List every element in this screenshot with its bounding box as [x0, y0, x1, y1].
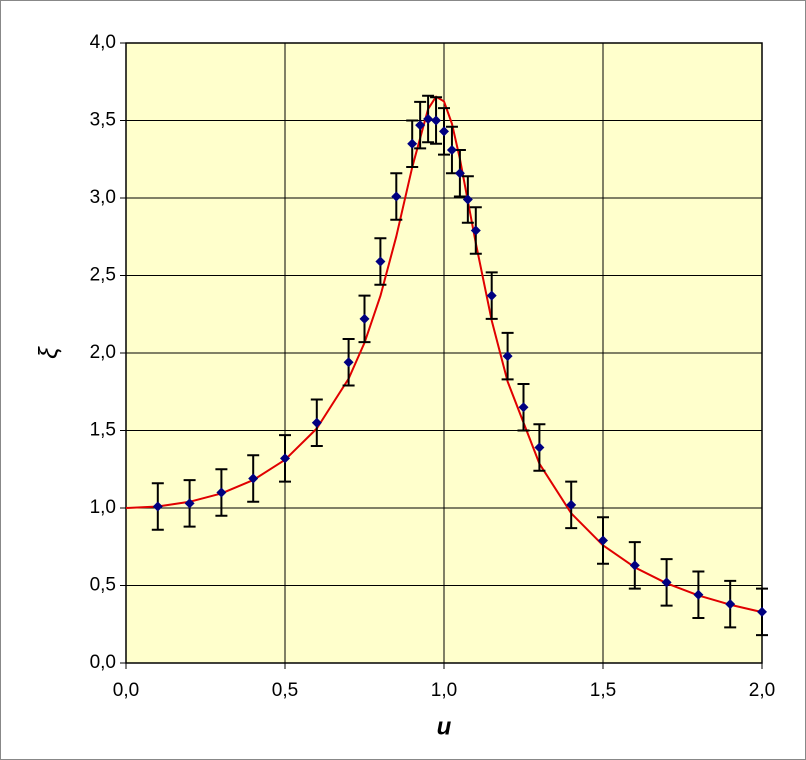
x-axis-label: u	[437, 713, 452, 740]
y-tick-label: 0,5	[90, 575, 116, 596]
data-point	[439, 126, 449, 137]
y-tick-label: 2,0	[90, 342, 116, 363]
data-point	[431, 115, 442, 126]
data-point	[454, 168, 465, 179]
data-point	[152, 501, 163, 512]
data-point	[598, 535, 608, 546]
y-tick-label: 3,0	[90, 187, 116, 208]
data-point	[725, 599, 736, 610]
data-point	[446, 144, 457, 155]
data-point	[462, 194, 473, 205]
y-tick-label: 3,5	[90, 110, 116, 131]
x-tick-label: 1,5	[590, 680, 616, 701]
x-tick-label: 2,0	[749, 680, 775, 701]
x-tick-label: 0,5	[272, 680, 298, 701]
x-tick-label: 1,0	[431, 680, 457, 701]
data-point	[184, 498, 195, 509]
data-point	[518, 402, 529, 413]
data-point	[216, 487, 227, 498]
y-tick-label: 4,0	[90, 32, 116, 53]
data-point	[343, 357, 354, 368]
data-point	[391, 191, 402, 202]
data-point	[311, 417, 322, 428]
data-point	[693, 589, 704, 600]
y-tick-label: 0,0	[90, 652, 116, 673]
data-point	[470, 225, 481, 236]
y-tick-label: 1,5	[90, 420, 116, 441]
data-point	[757, 606, 767, 617]
data-point	[534, 442, 545, 453]
data-point	[407, 138, 418, 149]
fit-curve	[125, 95, 763, 614]
data-point	[423, 113, 434, 124]
data-point	[629, 560, 640, 571]
y-tick-label: 2,5	[90, 265, 116, 286]
x-tick-label: 0,0	[113, 680, 139, 701]
data-point	[248, 473, 259, 484]
data-point	[415, 120, 426, 131]
data-point	[280, 453, 290, 464]
y-tick-label: 1,0	[90, 497, 116, 518]
y-axis-label: ξ	[33, 346, 63, 359]
data-point	[486, 290, 497, 301]
data-point	[566, 499, 577, 510]
data-point	[661, 577, 672, 588]
data-point	[375, 256, 386, 267]
plot-border	[125, 42, 763, 664]
data-point	[502, 351, 513, 362]
data-point	[359, 313, 370, 324]
